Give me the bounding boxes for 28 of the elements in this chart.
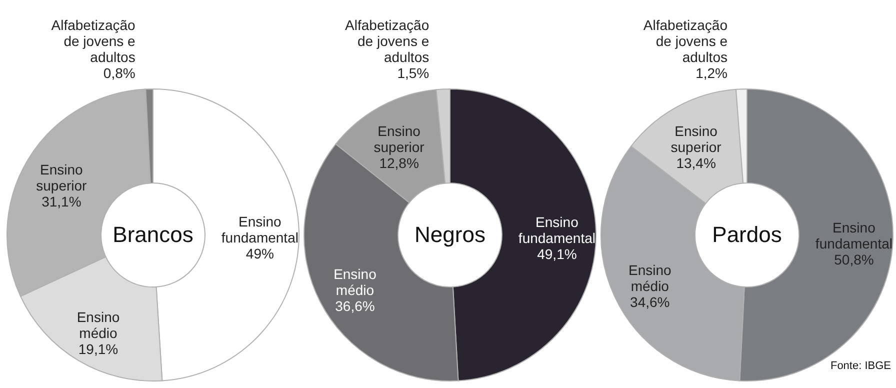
slice-label: Ensino superior [36, 162, 88, 194]
slice-label: Ensino médio [76, 308, 120, 341]
data-label: 31,1% [42, 194, 82, 210]
data-label: 34,6% [630, 294, 670, 310]
data-label: 49,1% [537, 246, 577, 262]
data-label: 1,5% [397, 65, 430, 81]
data-label: 0,8% [103, 65, 136, 81]
slice-label: Ensino superior [374, 122, 425, 155]
data-label: 13,4% [676, 154, 716, 171]
slice-label: Alfabetização de jovens e adultos [51, 17, 136, 65]
slice-label: Ensino fundamental [221, 214, 298, 246]
source-note: Fonte: IBGE [830, 360, 891, 372]
data-label: 50,8% [834, 252, 874, 268]
data-label: 1,2% [696, 65, 728, 81]
data-label: 12,8% [379, 154, 419, 171]
slice-label: Ensino médio [628, 262, 672, 294]
data-label: 19,1% [78, 340, 118, 357]
slice-label: Alfabetização de jovens e adultos [643, 17, 728, 65]
slice-label: Ensino fundamental [815, 220, 892, 252]
text: Negros [414, 222, 486, 247]
slice-label: Ensino fundamental [518, 214, 596, 246]
slice-label: Alfabetização de jovens e adultos [345, 17, 430, 65]
slice-label: Ensino médio [334, 266, 377, 298]
text: Brancos [112, 222, 194, 247]
text: Pardos [712, 222, 782, 247]
data-label: 36,6% [335, 298, 375, 314]
slice-label: Ensino superior [670, 122, 722, 155]
data-label: 49% [246, 246, 274, 262]
